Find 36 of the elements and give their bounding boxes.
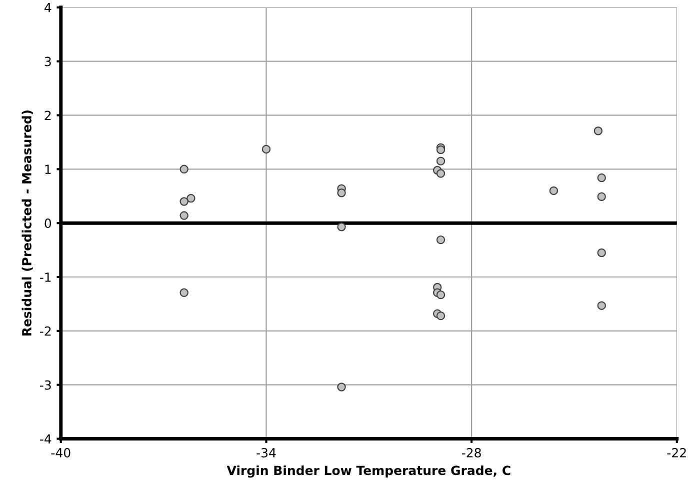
point <box>436 156 446 166</box>
y-tick-label: 0 <box>44 218 52 228</box>
point <box>180 197 188 206</box>
y-tick-label: 4 <box>44 3 52 12</box>
y-tick-label: -1 <box>40 272 51 282</box>
point <box>549 186 558 196</box>
x-tick-label: -22 <box>667 448 686 458</box>
y-tick-label: 3 <box>44 56 51 66</box>
point <box>436 169 446 178</box>
y-tick-label: -3 <box>40 380 51 390</box>
y-axis-title: Residual (Predicted - Measured) <box>22 110 33 336</box>
point <box>180 288 188 297</box>
point <box>337 188 346 198</box>
x-tick-label: -28 <box>462 448 481 458</box>
x-axis-title: Virgin Binder Low Temperature Grade, C <box>226 465 510 478</box>
point <box>597 173 606 182</box>
y-tick-label: -2 <box>40 326 51 336</box>
point <box>597 301 606 310</box>
point <box>262 144 271 154</box>
point <box>337 222 346 232</box>
y-tick-label: -4 <box>40 434 52 444</box>
point <box>180 211 188 220</box>
point <box>436 290 446 300</box>
point <box>436 145 446 154</box>
point <box>597 192 606 202</box>
y-tick-label: 2 <box>44 110 51 120</box>
point <box>436 235 446 244</box>
point <box>337 382 346 392</box>
point <box>180 164 188 174</box>
x-tick-label: -40 <box>51 448 70 458</box>
point <box>594 126 603 136</box>
point <box>436 311 446 320</box>
point <box>597 248 606 258</box>
y-tick-label: 1 <box>45 164 51 174</box>
point <box>186 194 196 203</box>
x-tick-label: -34 <box>256 448 276 458</box>
